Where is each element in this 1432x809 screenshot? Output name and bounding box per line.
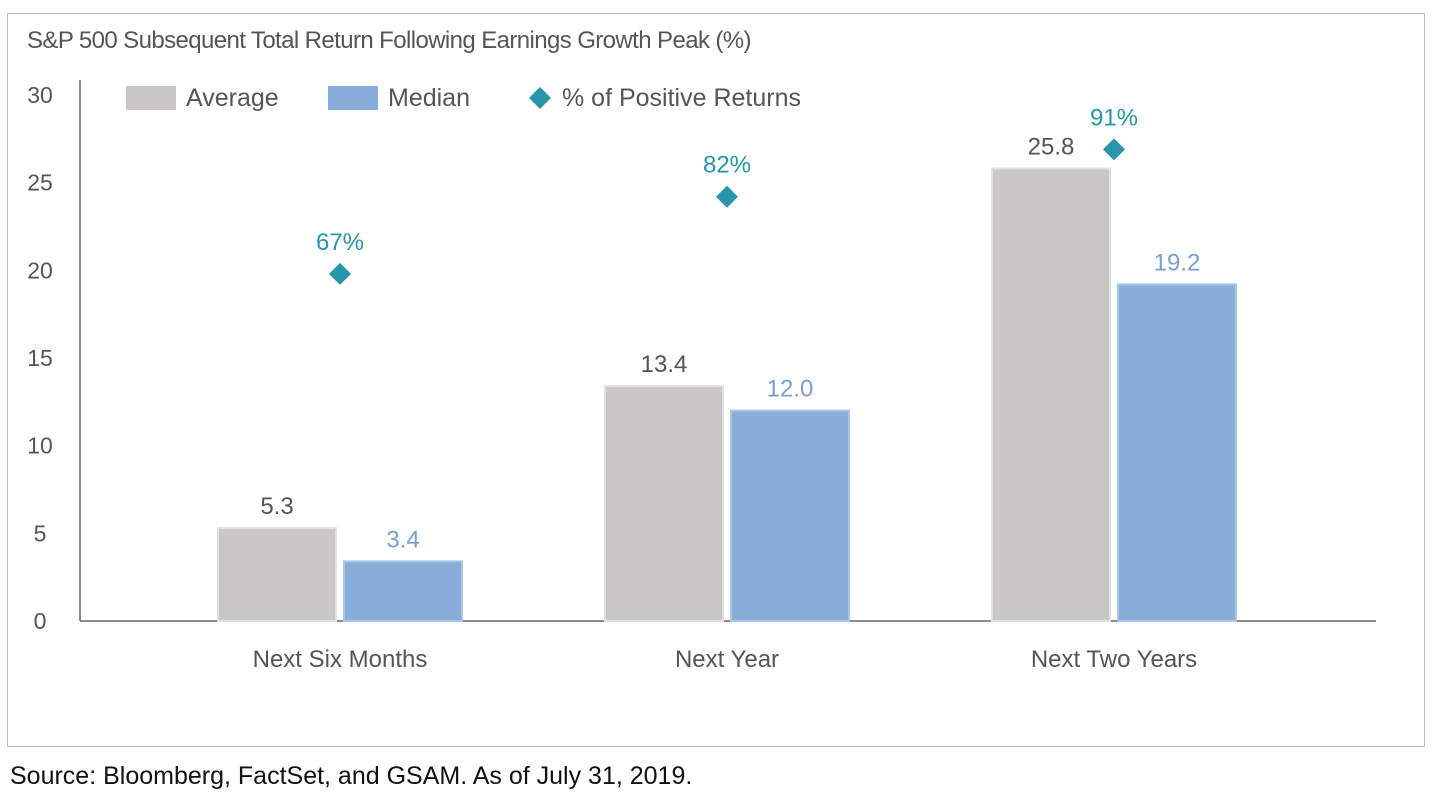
data-label-average: 5.3 [260, 493, 293, 520]
bar-average [991, 167, 1111, 622]
legend-swatch-positive-returns [529, 87, 551, 109]
bar-average [604, 385, 724, 623]
marker-positive-returns [329, 262, 351, 285]
chart-title: S&P 500 Subsequent Total Return Followin… [27, 27, 752, 54]
legend-swatch-median [328, 86, 378, 110]
marker-positive-returns [716, 185, 738, 208]
bar-median [1117, 283, 1237, 622]
x-tick-label: Next Year [675, 646, 779, 673]
data-label-positive-returns: 67% [316, 229, 364, 256]
legend-label-positive-returns: % of Positive Returns [562, 84, 801, 112]
y-tick-label: 30 [27, 82, 53, 108]
y-tick-label: 15 [27, 345, 53, 371]
data-label-median: 3.4 [386, 526, 419, 553]
legend-label-median: Median [388, 84, 470, 112]
y-tick-label: 25 [27, 170, 53, 196]
chart-plot: 0 5 10 15 20 25 30 Next Six Months Next Year Next… [27, 80, 1376, 673]
legend-swatch-average [126, 86, 176, 110]
x-tick-label: Next Two Years [1031, 646, 1197, 673]
legend-label-average: Average [186, 84, 279, 112]
x-tick-label: Next Six Months [253, 646, 428, 673]
y-tick-label: 20 [27, 257, 53, 283]
data-label-median: 12.0 [767, 376, 814, 403]
bar-median [343, 560, 463, 622]
y-tick-label: 5 [34, 520, 47, 546]
y-tick-label: 0 [34, 608, 47, 634]
data-label-positive-returns: 91% [1090, 104, 1138, 131]
data-label-positive-returns: 82% [703, 152, 751, 179]
data-label-median: 19.2 [1154, 249, 1201, 276]
y-tick-label: 10 [27, 433, 53, 459]
source-note: Source: Bloomberg, FactSet, and GSAM. As… [10, 762, 693, 790]
data-label-average: 25.8 [1028, 134, 1075, 161]
marker-positive-returns [1103, 138, 1125, 161]
bar-average [217, 527, 337, 622]
data-label-average: 13.4 [641, 351, 688, 378]
bar-median [730, 409, 850, 622]
